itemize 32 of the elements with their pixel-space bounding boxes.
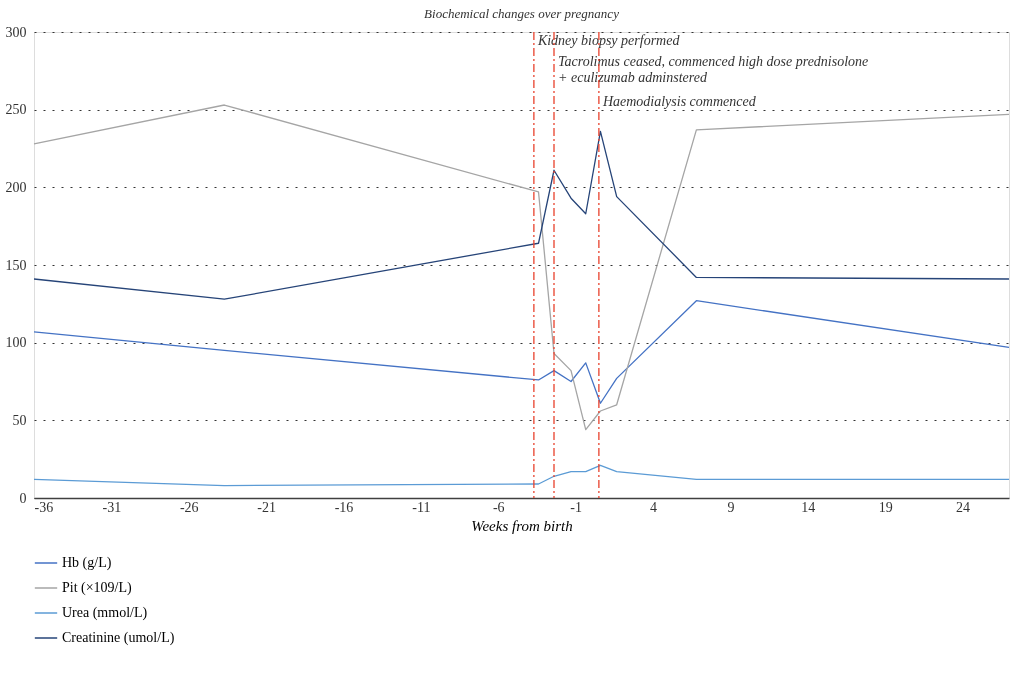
x-tick-label: -21 <box>257 499 276 515</box>
y-tick-label: 200 <box>5 179 27 195</box>
x-tick-label: 14 <box>801 499 816 515</box>
y-tick-label: 150 <box>5 257 27 273</box>
legend-label: Urea (mmol/L) <box>62 605 148 621</box>
x-tick-label: 24 <box>956 499 971 515</box>
ref-line-label: Kidney biopsy performed <box>536 33 681 48</box>
line-series <box>33 300 1010 404</box>
ref-line-label: Tacrolimus ceased, commenced high dose prednisolone + eculizumab adminstered <box>558 54 869 85</box>
x-tick-label: -11 <box>412 499 431 515</box>
x-tick-label: 19 <box>878 499 893 515</box>
legend-label: Pit (×109/L) <box>62 580 133 596</box>
x-tick-label: -31 <box>102 499 122 515</box>
x-tick-label: -1 <box>570 499 582 515</box>
chart-title: Biochemical changes over pregnancy <box>424 6 620 21</box>
legend-label: Hb (g/L) <box>62 555 112 571</box>
x-tick-label: -26 <box>179 499 199 515</box>
y-tick-label: 0 <box>19 490 27 506</box>
y-tick-label: 300 <box>5 24 27 40</box>
x-tick-label: -6 <box>492 499 505 515</box>
line-series <box>33 464 1010 487</box>
x-tick-label: 4 <box>650 499 658 515</box>
y-tick-label: 250 <box>5 102 27 118</box>
x-axis-title: Weeks from birth <box>471 517 573 534</box>
x-tick-label: 9 <box>727 499 735 515</box>
x-tick-label: -16 <box>334 499 354 515</box>
x-tick-label: -36 <box>34 499 54 515</box>
ref-line-label: Haemodialysis commenced <box>601 94 757 109</box>
line-series <box>33 130 1010 300</box>
legend-label: Creatinine (umol/L) <box>62 630 175 646</box>
y-tick-label: 50 <box>12 412 27 428</box>
y-tick-label: 100 <box>5 335 27 351</box>
